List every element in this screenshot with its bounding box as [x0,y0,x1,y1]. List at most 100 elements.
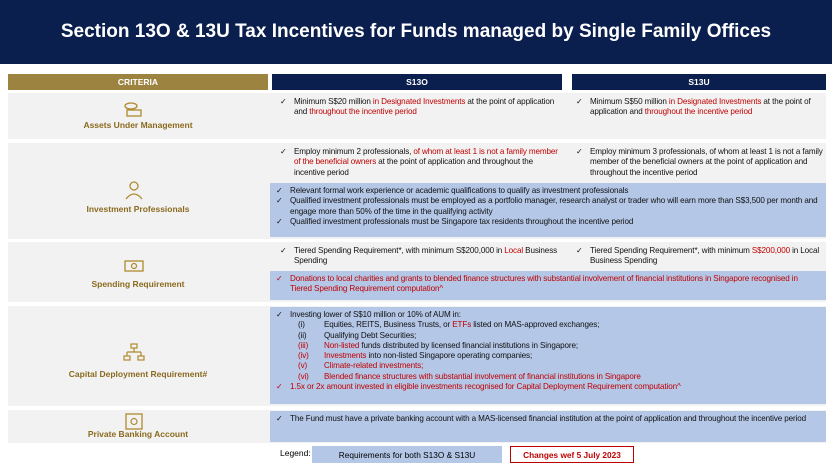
text-run: at the point of application and througho… [294,157,533,177]
text-run: Minimum S$20 million [294,97,373,106]
marker: (vi) [298,371,309,381]
text-run: into non-listed Singapore operating comp… [366,351,533,361]
criteria-label: Spending Requirement [91,279,185,289]
text-run: ETFs [452,320,472,330]
marker: ✓ [276,382,283,392]
text-run: throughout the incentive period [309,107,417,117]
item-text: The Fund must have a private banking acc… [290,414,806,424]
text-run: in Designated Investments [372,97,466,106]
shared-cell: ✓ Relevant formal work experience or acad… [270,183,826,237]
s13u-cell: ✓ Tiered Spending Requirement*, with mini… [576,246,824,267]
icon [124,102,142,117]
item-text: Non-listed funds distributed by licensed… [324,341,578,351]
text-run: Minimum S$50 million [590,97,669,106]
list-item: ✓ Qualified investment professionals must… [276,217,820,227]
marker: ✓ [280,97,287,106]
item-text: Tiered Spending Requirement*, with minim… [590,246,824,267]
legend-shared: Requirements for both S13O & S13U [312,446,502,463]
list-item: (vi) Blended finance structures with subs… [276,372,820,382]
list-item: ✓ Employ minimum 2 professionals, of whom… [280,147,558,178]
list-item: (v) Climate-related investments; [276,361,820,371]
item-text: Tiered Spending Requirement*, with minim… [294,246,558,267]
item-text: Minimum S$20 million in Designated Inves… [294,97,558,118]
list-item: (iii) Non-listed funds distributed by lic… [276,341,820,351]
s13u-cell: ✓ Minimum S$50 million in Designated Inve… [576,97,824,118]
text-run: listed on MAS-approved exchanges; [471,320,600,330]
criteria-label: Capital Deployment Requirement# [68,369,208,379]
text-run: Employ minimum 2 professionals, [294,147,414,156]
title: Section 13O & 13U Tax Incentives for Fun… [60,21,772,42]
item-text: Donations to local charities and grants … [290,274,820,295]
item-text: Qualified investment professionals must … [290,217,633,227]
header-s13u: S13U [572,74,826,90]
header-criteria: CRITERIA [8,74,268,90]
item-text: Qualifying Debt Securities; [324,331,416,341]
list-item: ✓ Employ minimum 3 professionals, of whom… [576,147,824,178]
shared-cell: ✓ Donations to local charities and grants… [270,271,826,300]
item-text: Qualified investment professionals must … [290,196,820,217]
text-run: Donations to local charities and grants … [290,274,798,294]
marker: ✓ [576,97,583,106]
icon [123,343,145,361]
item-text: 1.5x or 2x amount invested in eligible i… [290,382,681,392]
item-text: Relevant formal work experience or acade… [290,186,628,196]
text-run: S$200,000 [751,246,790,255]
marker: ✓ [576,246,583,255]
list-item: ✓ 1.5x or 2x amount invested in eligible … [276,382,820,392]
text-run: throughout the incentive period [644,107,753,117]
text-run: Investing lower of S$10 million or 10% o… [290,310,461,319]
list-item: ✓ Minimum S$50 million in Designated Inve… [576,97,824,118]
text-run: of whom at least 1 is not a family membe… [294,147,558,167]
text-run: in Local Business Spending [590,246,820,266]
list-item: ✓ Tiered Spending Requirement*, with mini… [280,246,558,267]
marker: (iii) [298,340,309,350]
list-item: ✓ Investing lower of S$10 million or 10% … [276,310,820,320]
text-run: The Fund must have a private banking acc… [290,414,807,423]
list-item: (i) Equities, REITS, Business Trusts, or … [276,320,820,330]
text-run: Non-listed [324,340,360,350]
list-item: ✓ Relevant formal work experience or acad… [276,186,820,196]
item-text: Employ minimum 2 professionals, of whom … [294,147,558,178]
legend-label: Legend: [280,448,311,458]
list-item: (iv) Investments into non-listed Singapor… [276,351,820,361]
list-item: ✓ Tiered Spending Requirement*, with mini… [576,246,824,267]
header-s13o: S13O [272,74,562,90]
text-run: Business Spending [294,246,558,266]
list-item: ✓ Qualified investment professionals must… [276,196,820,217]
text-run: Investments [324,351,367,361]
s13o-cell: ✓ Employ minimum 2 professionals, of whom… [280,147,558,178]
marker: ✓ [276,216,283,226]
marker: ✓ [276,196,283,206]
marker: ✓ [276,274,283,283]
text-run: Tiered Spending Requirement*, with minim… [294,246,505,255]
item-text: Climate-related investments; [324,361,423,371]
header-text: S13U [688,77,710,87]
list-item: (ii) Qualifying Debt Securities; [276,331,820,341]
icon [125,413,143,430]
item-text: Minimum S$50 million in Designated Inves… [590,97,824,118]
list-item: ✓ Donations to local charities and grants… [276,274,820,295]
text-run: Employ minimum 3 professionals, of whom … [590,147,823,177]
text-run: 1.5x or 2x amount invested in eligible i… [290,382,681,392]
item-text: Employ minimum 3 professionals, of whom … [590,147,824,178]
text-run: in Designated Investments [668,97,762,106]
marker: ✓ [276,186,283,195]
marker: (iv) [298,351,309,361]
header-text: CRITERIA [117,77,159,87]
legend-text: Changes wef 5 July 2023 [523,449,621,460]
text-run: Tiered Spending Requirement*, with minim… [590,246,752,255]
legend-changes: Changes wef 5 July 2023 [510,446,634,463]
title-bar: Section 13O & 13U Tax Incentives for Fun… [0,0,832,64]
criteria-label: Assets Under Management [83,120,193,130]
list-item: ✓ Minimum S$20 million in Designated Inve… [280,97,558,118]
text-run: Qualifying Debt Securities; [324,330,417,340]
marker: (i) [298,320,305,330]
text-run: Qualified investment professionals must … [290,196,818,216]
item-text: Blended finance structures with substant… [324,372,641,382]
s13o-cell: ✓ Minimum S$20 million in Designated Inve… [280,97,558,118]
icon [124,260,144,272]
row-background [8,93,826,139]
text-run: Blended finance structures with substant… [324,371,641,381]
header-text: S13O [406,77,428,87]
